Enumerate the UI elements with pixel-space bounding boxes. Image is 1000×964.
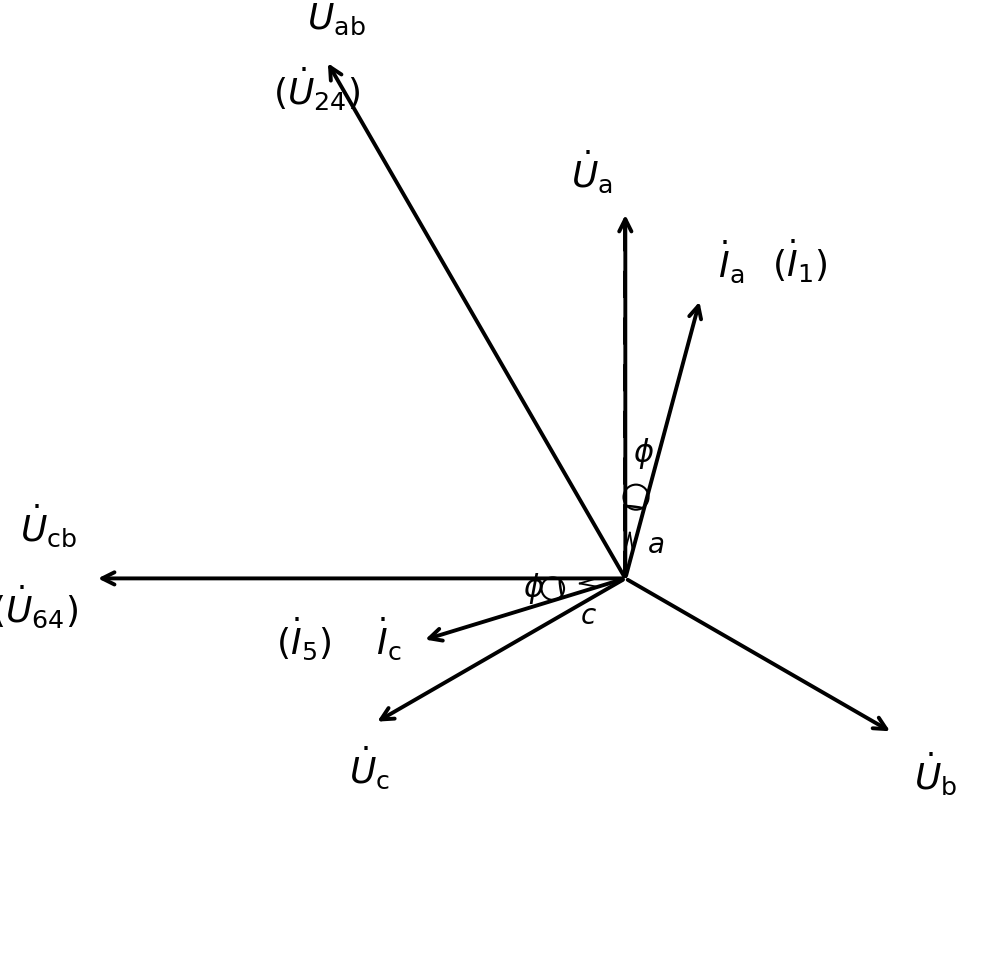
Text: $\dot{U}_{\rm b}$: $\dot{U}_{\rm b}$ <box>914 750 957 797</box>
Text: $(\dot{U}_{24})$: $(\dot{U}_{24})$ <box>273 66 360 113</box>
Text: $\dot{I}_{\rm a}$: $\dot{I}_{\rm a}$ <box>718 238 744 284</box>
Text: $(\dot{U}_{64})$: $(\dot{U}_{64})$ <box>0 583 78 630</box>
Text: $\dot{U}_{\rm a}$: $\dot{U}_{\rm a}$ <box>571 147 613 195</box>
Text: $\phi$: $\phi$ <box>523 571 544 605</box>
Text: $\dot{I}_{\rm c}$: $\dot{I}_{\rm c}$ <box>376 615 401 662</box>
Text: $(\dot{I}_1)$: $(\dot{I}_1)$ <box>772 237 828 284</box>
Text: $\dot{U}_{\rm ab}$: $\dot{U}_{\rm ab}$ <box>307 0 366 37</box>
Text: $(\dot{I}_5)$: $(\dot{I}_5)$ <box>276 615 331 662</box>
Text: $\phi$: $\phi$ <box>633 436 654 470</box>
Text: c: c <box>580 602 596 630</box>
Text: $\dot{U}_{\rm cb}$: $\dot{U}_{\rm cb}$ <box>20 502 78 549</box>
Text: $\dot{U}_{\rm c}$: $\dot{U}_{\rm c}$ <box>349 744 391 791</box>
Text: a: a <box>648 531 665 559</box>
